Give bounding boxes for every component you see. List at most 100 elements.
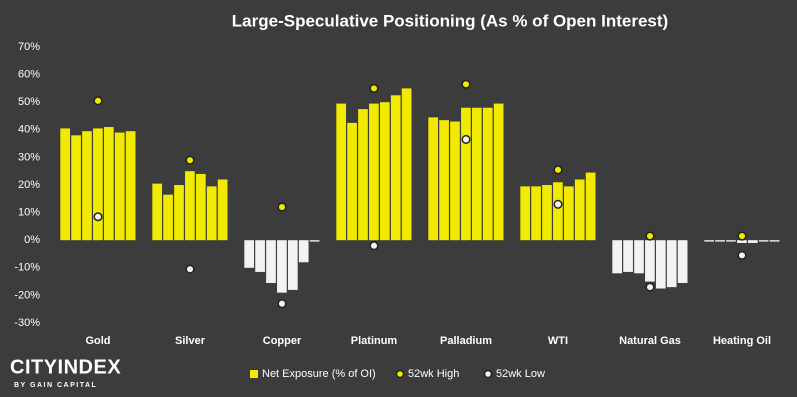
bar: [206, 186, 217, 241]
y-tick-label: 10%: [18, 207, 40, 219]
bar: [634, 240, 644, 274]
legend-label: Net Exposure (% of OI): [262, 368, 376, 380]
y-tick-label: 50%: [18, 96, 40, 108]
range-dot: [277, 299, 287, 309]
x-tick-label: Silver: [175, 335, 206, 347]
bar: [379, 102, 390, 241]
bar: [574, 179, 585, 241]
bar: [737, 240, 747, 243]
bar: [439, 120, 449, 241]
bar: [369, 103, 379, 241]
range-dot: [645, 231, 655, 241]
range-dot: [645, 282, 655, 292]
chart-title: Large-Speculative Positioning (As % of O…: [232, 11, 668, 30]
range-dot: [185, 264, 195, 274]
y-tick-label: -20%: [14, 289, 40, 301]
range-dot: [369, 241, 379, 251]
bar: [244, 240, 255, 268]
bar: [428, 117, 439, 241]
bar: [612, 240, 623, 274]
bar: [60, 128, 71, 241]
bar: [655, 240, 666, 289]
bar: [450, 121, 460, 241]
bar: [758, 240, 769, 242]
y-tick-label: 60%: [18, 69, 40, 81]
bar: [163, 194, 173, 241]
y-tick-label: 40%: [18, 124, 40, 136]
bar: [726, 240, 736, 242]
bar: [309, 240, 320, 242]
legend-swatch: [395, 369, 405, 379]
bar: [471, 107, 482, 241]
y-tick-label: -10%: [14, 262, 40, 274]
range-dot: [369, 83, 379, 93]
range-dot: [185, 155, 195, 165]
bar: [114, 132, 125, 241]
bar: [255, 240, 265, 272]
range-dot: [737, 231, 747, 241]
x-tick-label: WTI: [548, 335, 568, 347]
bar: [195, 173, 206, 241]
bar: [531, 186, 541, 241]
bar: [482, 107, 493, 241]
bar: [401, 88, 412, 241]
range-dot: [461, 79, 471, 89]
bar: [298, 240, 309, 263]
range-dot: [277, 202, 287, 212]
bar: [563, 186, 574, 241]
legend-swatch: [250, 370, 258, 378]
bar: [585, 172, 596, 241]
bar: [82, 131, 92, 241]
bar: [493, 103, 504, 241]
x-tick-label: Heating Oil: [713, 335, 771, 347]
bar: [185, 171, 195, 241]
x-tick-label: Palladium: [440, 335, 492, 347]
logo: CITYINDEX: [10, 356, 121, 378]
range-dot: [737, 250, 747, 260]
bar: [217, 179, 228, 241]
x-tick-label: Copper: [263, 335, 302, 347]
bar: [747, 240, 758, 243]
x-tick-label: Platinum: [351, 335, 398, 347]
bar: [623, 240, 633, 272]
bar: [666, 240, 677, 288]
y-tick-label: 70%: [18, 41, 40, 53]
bar: [677, 240, 688, 283]
bar: [103, 127, 114, 241]
legend-label: 52wk High: [408, 368, 459, 380]
legend-swatch: [483, 369, 493, 379]
x-tick-label: Natural Gas: [619, 335, 681, 347]
bar: [336, 103, 347, 241]
bar: [347, 122, 357, 241]
bar: [277, 240, 287, 293]
bar: [71, 135, 81, 241]
y-tick-label: 30%: [18, 151, 40, 163]
bar: [542, 185, 552, 241]
bar: [461, 107, 471, 241]
range-dot: [553, 165, 563, 175]
legend-label: 52wk Low: [496, 368, 545, 380]
bar: [715, 240, 725, 242]
bar: [520, 186, 531, 241]
bar: [769, 240, 780, 242]
range-dot: [93, 96, 103, 106]
bar: [125, 131, 136, 241]
bar: [266, 240, 276, 283]
bar: [553, 182, 563, 241]
y-tick-label: 0%: [24, 234, 40, 246]
y-tick-label: 20%: [18, 179, 40, 191]
bar: [358, 109, 368, 241]
bar: [704, 240, 715, 242]
x-tick-label: Gold: [85, 335, 110, 347]
bar: [287, 240, 298, 290]
range-dot: [93, 212, 103, 222]
bar: [645, 240, 655, 282]
y-tick-label: -30%: [14, 317, 40, 329]
bar: [152, 183, 163, 241]
range-dot: [461, 134, 471, 145]
bar: [93, 128, 103, 241]
bar: [174, 185, 184, 241]
range-dot: [553, 199, 563, 209]
logo-tagline: BY GAIN CAPITAL: [14, 382, 97, 389]
